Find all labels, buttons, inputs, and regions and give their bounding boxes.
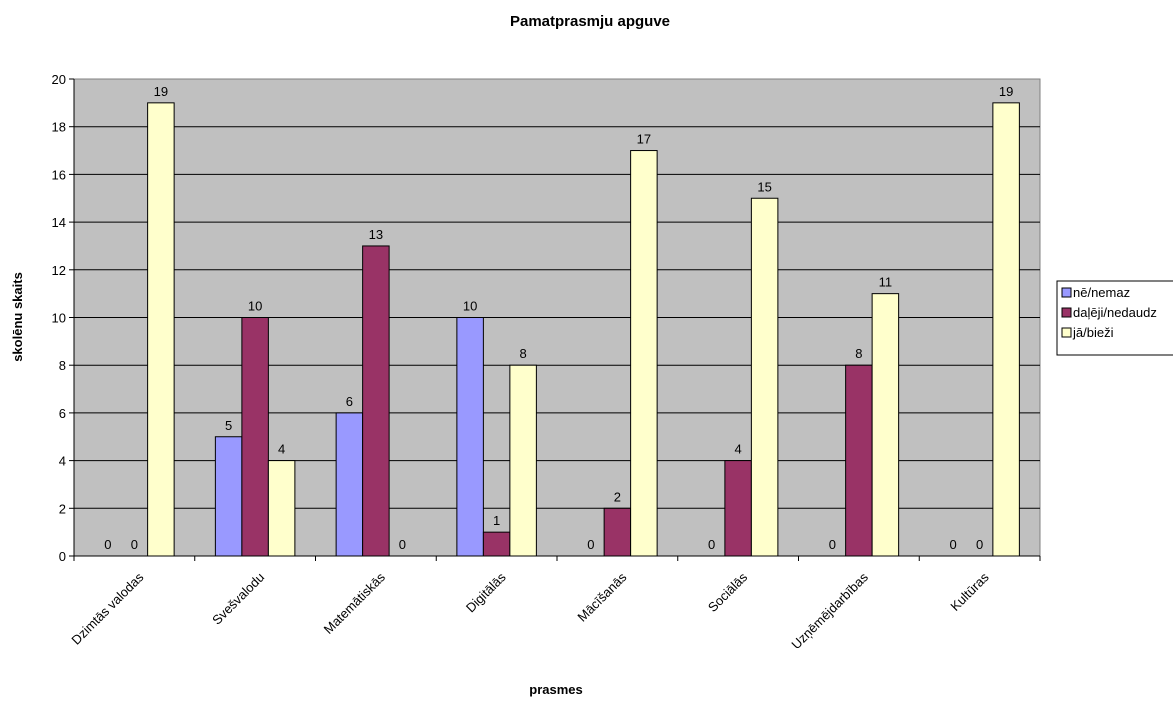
bar-ja-biezi-kulturas <box>992 102 1020 557</box>
data-label: 4 <box>278 442 285 457</box>
y-tick-label: 0 <box>59 549 66 564</box>
data-label: 19 <box>999 84 1013 99</box>
data-label: 0 <box>104 537 111 552</box>
y-tick-label: 20 <box>52 72 66 87</box>
data-label: 0 <box>708 537 715 552</box>
y-axis-title: skolēnu skaits <box>10 272 25 362</box>
data-label: 10 <box>248 299 262 314</box>
data-label: 5 <box>225 418 232 433</box>
bar-daleji-nedaudz-macisanas <box>603 507 632 557</box>
x-tick-label: Digitālās <box>463 569 509 615</box>
x-tick-label: Uzņēmējdarbības <box>788 569 871 652</box>
y-tick-label: 8 <box>59 358 66 373</box>
bar-daleji-nedaudz-svesvalodu <box>241 317 269 557</box>
bar-ne-nemaz-svesvalodu <box>214 436 243 557</box>
data-label: 0 <box>976 537 983 552</box>
y-tick-label: 6 <box>59 406 66 421</box>
axes <box>69 78 1041 561</box>
y-tick-label: 2 <box>59 501 66 516</box>
data-label: 11 <box>879 275 893 290</box>
bar-ja-biezi-macisanas <box>630 150 658 557</box>
bar-daleji-nedaudz-matematiskas <box>362 245 390 557</box>
data-label: 0 <box>950 537 957 552</box>
data-label: 0 <box>829 537 836 552</box>
y-tick-label: 10 <box>52 311 66 326</box>
data-label: 13 <box>369 227 383 242</box>
y-tick-labels: 0 2 4 6 8 10 12 14 16 18 20 <box>52 72 66 564</box>
legend-swatch-ne-nemaz <box>1061 287 1072 298</box>
legend: nē/nemaz daļēji/nedaudz jā/bieži <box>1056 280 1173 356</box>
data-label: 0 <box>399 537 406 552</box>
x-axis-title: prasmes <box>529 682 582 697</box>
data-label: 10 <box>463 299 477 314</box>
bar-daleji-nedaudz-socialas <box>724 460 752 557</box>
bar-daleji-nedaudz-digitalas <box>482 531 511 557</box>
x-tick-label: Matemātiskās <box>321 569 389 637</box>
bar-ja-biezi-digitalas <box>509 364 537 557</box>
x-tick-labels: Dzimtās valodas Svešvalodu Matemātiskās Dig… <box>68 569 992 652</box>
legend-label-daleji-nedaudz: daļēji/nedaudz <box>1073 305 1157 320</box>
x-tick-label: Sociālās <box>705 569 751 615</box>
legend-label-ne-nemaz: nē/nemaz <box>1073 285 1130 300</box>
data-label: 8 <box>855 346 862 361</box>
bars <box>147 102 1020 557</box>
y-tick-label: 18 <box>52 120 66 135</box>
bar-daleji-nedaudz-uznemejdarbibas <box>845 364 873 557</box>
data-label: 0 <box>131 537 138 552</box>
bar-ne-nemaz-matematiskas <box>335 412 364 557</box>
y-tick-label: 14 <box>52 215 66 230</box>
y-tick-label: 16 <box>52 167 66 182</box>
chart-title: Pamatprasmju apguve <box>510 13 670 30</box>
x-tick-label: Mācīšanās <box>574 569 629 624</box>
x-tick-label: Kultūras <box>947 569 992 614</box>
legend-label-ja-biezi: jā/bieži <box>1072 325 1114 340</box>
y-tick-label: 12 <box>52 263 66 278</box>
data-label: 0 <box>587 537 594 552</box>
data-label: 15 <box>757 179 771 194</box>
data-label: 1 <box>493 513 500 528</box>
data-labels: 0 0 19 5 10 4 6 13 0 10 1 8 0 2 17 0 4 15 0 8 11 0 0 19 <box>104 84 1013 552</box>
data-label: 19 <box>154 84 168 99</box>
legend-box <box>1056 280 1173 356</box>
bar-ja-biezi-svesvalodu <box>267 460 296 557</box>
data-label: 8 <box>520 346 527 361</box>
data-label: 6 <box>346 394 353 409</box>
bar-ja-biezi-socialas <box>750 197 779 557</box>
x-tick-label: Svešvalodu <box>209 570 267 628</box>
data-label: 17 <box>637 132 651 147</box>
legend-swatch-ja-biezi <box>1061 327 1072 338</box>
data-label: 4 <box>735 442 742 457</box>
y-tick-label: 4 <box>59 454 66 469</box>
x-tick-label: Dzimtās valodas <box>68 569 146 647</box>
legend-swatch-daleji-nedaudz <box>1061 307 1072 318</box>
bar-ja-biezi-uznemejdarbibas <box>871 293 900 557</box>
data-label: 2 <box>614 489 621 504</box>
bar-ja-biezi-dzimtas-valodas <box>147 102 175 557</box>
bar-ne-nemaz-digitalas <box>456 317 484 557</box>
